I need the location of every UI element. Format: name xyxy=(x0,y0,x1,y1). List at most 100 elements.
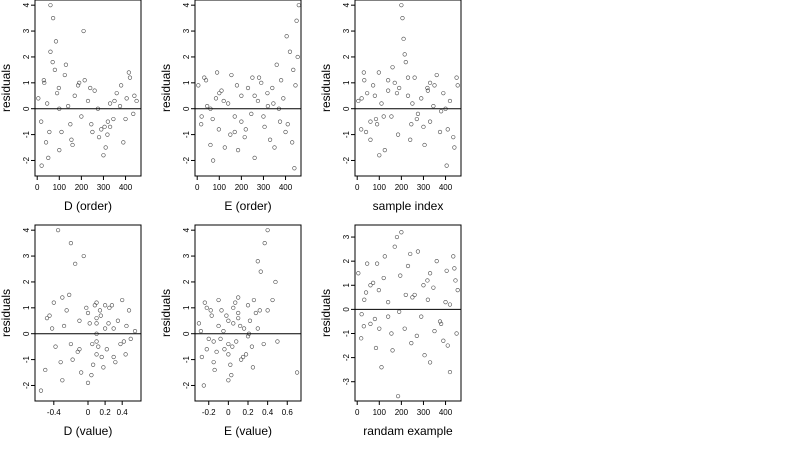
y-tick-label: 1 xyxy=(342,80,351,85)
data-point xyxy=(96,344,101,349)
x-tick-label: 0 xyxy=(195,183,200,192)
x-tick-label: 0.6 xyxy=(282,408,294,417)
y-tick-label: -2 xyxy=(342,156,351,164)
data-point xyxy=(359,336,364,341)
data-point xyxy=(409,341,414,346)
data-point xyxy=(425,85,430,91)
data-point xyxy=(203,78,209,83)
data-point xyxy=(199,114,204,119)
data-point xyxy=(439,321,444,326)
x-tick-label: 0 xyxy=(226,408,231,417)
data-point xyxy=(45,101,50,106)
data-point xyxy=(89,373,94,378)
data-point xyxy=(234,339,239,344)
data-point xyxy=(452,266,457,271)
y-tick-label: 1 xyxy=(22,80,31,85)
data-point xyxy=(87,321,92,326)
data-point xyxy=(226,341,231,347)
data-point xyxy=(443,300,448,305)
y-axis-label: residuals xyxy=(319,289,333,337)
data-point xyxy=(361,324,366,329)
x-tick-label: 0.4 xyxy=(262,408,274,417)
data-point xyxy=(455,83,460,88)
data-point xyxy=(253,310,258,316)
data-point xyxy=(53,344,58,349)
x-tick-label: 200 xyxy=(395,183,409,192)
data-point xyxy=(61,323,67,329)
data-point xyxy=(287,49,293,54)
data-point xyxy=(445,343,450,348)
data-point xyxy=(228,362,233,367)
y-tick-label: -1 xyxy=(182,130,191,138)
data-point xyxy=(447,98,453,104)
x-tick-label: 0.4 xyxy=(117,408,129,417)
data-point xyxy=(392,244,397,249)
data-point xyxy=(394,91,400,96)
x-tick-label: 0 xyxy=(355,183,360,192)
data-point xyxy=(372,316,377,322)
data-point xyxy=(372,93,377,98)
data-point xyxy=(356,98,361,104)
data-point xyxy=(55,228,61,233)
data-point xyxy=(84,305,89,310)
data-point xyxy=(221,329,226,334)
data-point xyxy=(69,137,74,142)
data-point xyxy=(62,72,67,78)
data-point xyxy=(255,98,261,104)
data-point xyxy=(432,328,437,334)
data-point xyxy=(236,295,241,300)
data-point xyxy=(399,230,404,235)
data-point xyxy=(243,352,249,357)
data-point xyxy=(54,91,60,96)
data-point xyxy=(124,96,129,101)
data-point xyxy=(221,98,226,104)
data-point xyxy=(60,295,65,300)
data-point xyxy=(365,91,370,96)
data-point xyxy=(267,137,273,142)
data-point xyxy=(75,83,81,88)
y-tick-label: 4 xyxy=(342,2,351,7)
y-axis-label: residuals xyxy=(0,64,13,112)
data-point xyxy=(94,339,99,344)
data-point xyxy=(454,331,459,336)
data-point xyxy=(359,96,364,101)
chart-panel-1: 0 100 200 300 400 -2 -1 0 1 2 3 4 D (order) residuals xyxy=(0,0,142,213)
data-point xyxy=(421,283,426,288)
data-point xyxy=(361,70,366,75)
data-point xyxy=(236,316,241,321)
data-point xyxy=(270,297,275,303)
data-point xyxy=(386,300,391,305)
x-tick-label: 200 xyxy=(235,183,249,192)
y-tick-label: -1 xyxy=(342,329,351,337)
data-point xyxy=(101,365,106,370)
data-point xyxy=(49,326,55,331)
y-axis-label: residuals xyxy=(159,64,173,112)
data-point xyxy=(432,83,437,88)
data-point xyxy=(57,148,62,153)
y-tick-label: 0 xyxy=(182,106,191,111)
x-tick-label: 200 xyxy=(395,408,409,417)
data-point xyxy=(409,122,414,127)
y-tick-label: -2 xyxy=(182,156,191,164)
data-point xyxy=(441,91,446,96)
data-point xyxy=(229,72,234,78)
data-point xyxy=(431,104,436,109)
data-point xyxy=(219,88,224,93)
data-point xyxy=(99,127,104,132)
chart-panel-4: -0.4 0 0.2 0.4 -2 -1 0 1 2 3 4 D (value) residuals xyxy=(0,224,142,438)
data-point xyxy=(50,60,55,65)
y-tick-label: 2 xyxy=(22,54,31,59)
data-point xyxy=(392,80,397,85)
y-tick-label: 0 xyxy=(342,106,351,111)
data-point xyxy=(105,132,110,137)
data-point xyxy=(68,122,73,127)
data-point xyxy=(117,104,123,109)
chart-panel-2: 0 100 200 300 400 -2 -1 0 1 2 3 4 E (order) residuals xyxy=(159,0,302,213)
data-point xyxy=(290,140,295,145)
data-point xyxy=(395,132,401,137)
data-point xyxy=(252,155,257,160)
data-point xyxy=(368,119,373,124)
data-point xyxy=(85,310,91,316)
data-point xyxy=(228,132,233,137)
data-point xyxy=(242,135,247,140)
